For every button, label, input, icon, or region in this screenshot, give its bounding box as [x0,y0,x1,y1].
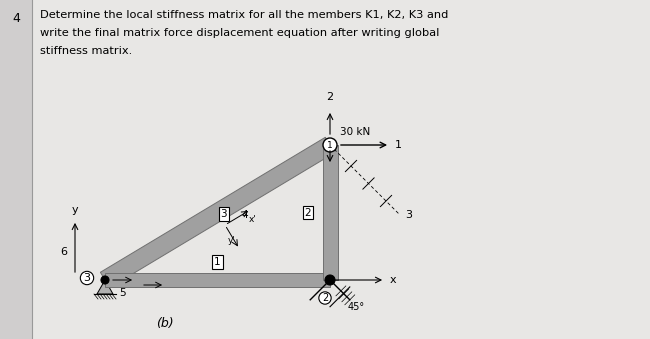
Text: 45°: 45° [348,302,365,312]
Text: y': y' [227,236,235,245]
Text: 1: 1 [327,140,333,149]
Text: 3: 3 [405,210,412,220]
Text: 1: 1 [214,257,221,267]
Text: 4: 4 [241,210,248,220]
Circle shape [325,275,335,285]
Polygon shape [322,145,337,280]
Text: y: y [72,205,78,215]
Text: 4: 4 [12,12,20,25]
Text: x: x [390,275,396,285]
Text: 3: 3 [83,273,90,283]
Text: 1: 1 [395,140,402,150]
Text: write the final matrix force displacement equation after writing global: write the final matrix force displacemen… [40,28,439,38]
Polygon shape [100,137,335,288]
Text: Determine the local stiffness matrix for all the members K1, K2, K3 and: Determine the local stiffness matrix for… [40,10,448,20]
Text: 5: 5 [120,288,126,298]
Bar [0,0,32,339]
Text: 2: 2 [305,207,311,218]
Text: 30 kN: 30 kN [340,127,370,137]
Text: (b): (b) [156,317,174,330]
Text: x': x' [249,215,257,223]
Text: stiffness matrix.: stiffness matrix. [40,46,132,56]
Text: 3: 3 [220,209,227,219]
Polygon shape [105,273,330,287]
Text: 2: 2 [322,293,328,303]
Circle shape [101,276,109,284]
Text: 6: 6 [60,247,67,257]
Polygon shape [97,280,113,294]
Circle shape [323,138,337,152]
Text: 2: 2 [326,92,333,102]
